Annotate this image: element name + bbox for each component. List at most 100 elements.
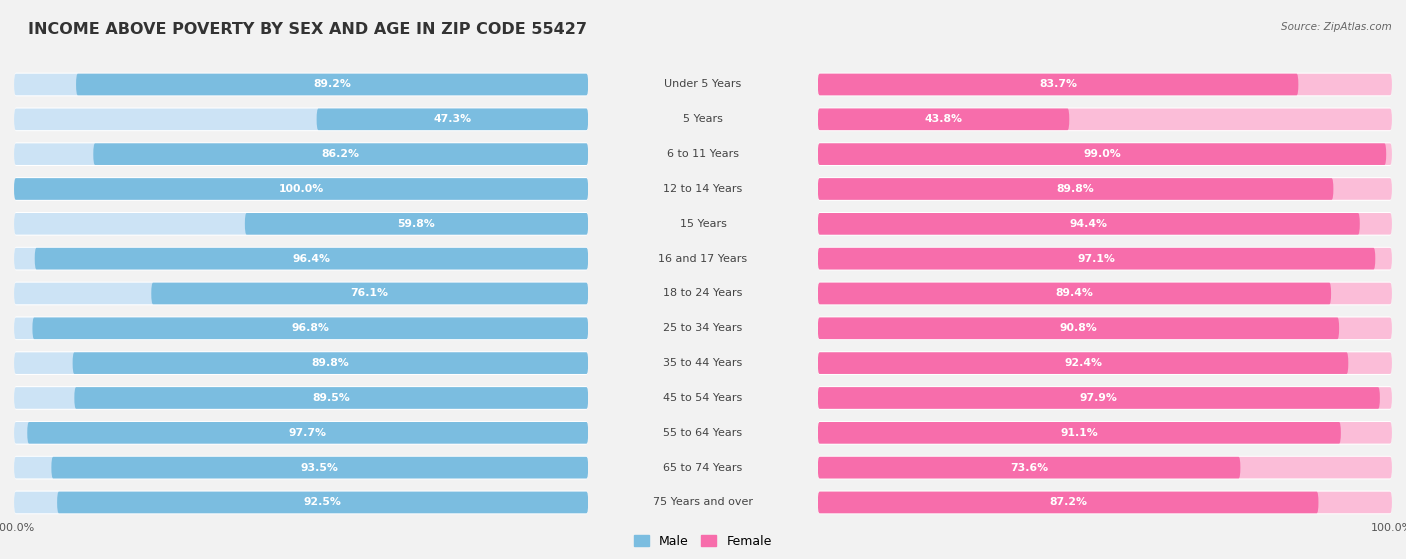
Text: 99.0%: 99.0% [1083,149,1121,159]
FancyBboxPatch shape [14,386,588,410]
FancyBboxPatch shape [14,212,588,236]
FancyBboxPatch shape [818,108,1070,130]
FancyBboxPatch shape [818,318,1392,339]
FancyBboxPatch shape [152,283,588,304]
FancyBboxPatch shape [818,422,1341,444]
Text: 55 to 64 Years: 55 to 64 Years [664,428,742,438]
Text: 45 to 54 Years: 45 to 54 Years [664,393,742,403]
FancyBboxPatch shape [818,318,1339,339]
Text: 90.8%: 90.8% [1060,323,1097,333]
FancyBboxPatch shape [818,143,1392,165]
FancyBboxPatch shape [818,422,1392,444]
Text: 91.1%: 91.1% [1060,428,1098,438]
Text: 15 Years: 15 Years [679,219,727,229]
Text: 94.4%: 94.4% [1070,219,1108,229]
FancyBboxPatch shape [14,74,588,95]
Text: 93.5%: 93.5% [301,463,339,472]
FancyBboxPatch shape [35,248,588,269]
FancyBboxPatch shape [245,213,588,235]
Text: 12 to 14 Years: 12 to 14 Years [664,184,742,194]
FancyBboxPatch shape [818,74,1298,95]
Text: 92.5%: 92.5% [304,498,342,508]
FancyBboxPatch shape [14,247,588,271]
Text: Source: ZipAtlas.com: Source: ZipAtlas.com [1281,22,1392,32]
FancyBboxPatch shape [58,492,588,513]
FancyBboxPatch shape [818,247,1392,271]
Text: INCOME ABOVE POVERTY BY SEX AND AGE IN ZIP CODE 55427: INCOME ABOVE POVERTY BY SEX AND AGE IN Z… [28,22,588,37]
Text: 89.8%: 89.8% [1057,184,1094,194]
FancyBboxPatch shape [27,422,588,444]
Text: 5 Years: 5 Years [683,115,723,124]
FancyBboxPatch shape [14,143,588,166]
Text: 73.6%: 73.6% [1010,463,1047,472]
FancyBboxPatch shape [14,143,588,165]
FancyBboxPatch shape [14,248,588,269]
FancyBboxPatch shape [14,283,588,304]
Text: 75 Years and over: 75 Years and over [652,498,754,508]
Text: Under 5 Years: Under 5 Years [665,79,741,89]
Text: 6 to 11 Years: 6 to 11 Years [666,149,740,159]
FancyBboxPatch shape [818,387,1379,409]
FancyBboxPatch shape [818,282,1392,305]
FancyBboxPatch shape [818,213,1392,235]
FancyBboxPatch shape [818,351,1392,375]
FancyBboxPatch shape [818,352,1392,374]
FancyBboxPatch shape [76,74,588,95]
FancyBboxPatch shape [14,73,588,96]
FancyBboxPatch shape [818,491,1392,514]
FancyBboxPatch shape [818,108,1392,130]
FancyBboxPatch shape [818,421,1392,444]
FancyBboxPatch shape [818,143,1386,165]
FancyBboxPatch shape [14,421,588,444]
Text: 89.4%: 89.4% [1056,288,1094,299]
FancyBboxPatch shape [818,457,1392,479]
FancyBboxPatch shape [14,491,588,514]
FancyBboxPatch shape [818,177,1392,201]
FancyBboxPatch shape [32,318,588,339]
Text: 83.7%: 83.7% [1039,79,1077,89]
FancyBboxPatch shape [93,143,588,165]
FancyBboxPatch shape [52,457,588,479]
FancyBboxPatch shape [14,213,588,235]
Text: 89.2%: 89.2% [314,79,352,89]
FancyBboxPatch shape [14,177,588,201]
Text: 100.0%: 100.0% [278,184,323,194]
FancyBboxPatch shape [818,492,1319,513]
Text: 43.8%: 43.8% [925,115,963,124]
FancyBboxPatch shape [14,456,588,480]
FancyBboxPatch shape [73,352,588,374]
Text: 18 to 24 Years: 18 to 24 Years [664,288,742,299]
FancyBboxPatch shape [14,352,588,374]
Text: 76.1%: 76.1% [350,288,388,299]
FancyBboxPatch shape [818,387,1392,409]
FancyBboxPatch shape [818,73,1392,96]
FancyBboxPatch shape [818,386,1392,410]
FancyBboxPatch shape [818,178,1333,200]
FancyBboxPatch shape [14,107,588,131]
Text: 89.8%: 89.8% [312,358,349,368]
FancyBboxPatch shape [818,107,1392,131]
Text: 59.8%: 59.8% [398,219,436,229]
FancyBboxPatch shape [14,316,588,340]
FancyBboxPatch shape [818,248,1375,269]
FancyBboxPatch shape [14,457,588,479]
FancyBboxPatch shape [14,178,588,200]
FancyBboxPatch shape [818,456,1392,480]
FancyBboxPatch shape [818,213,1360,235]
FancyBboxPatch shape [14,422,588,444]
FancyBboxPatch shape [14,282,588,305]
Text: 89.5%: 89.5% [312,393,350,403]
FancyBboxPatch shape [14,108,588,130]
Text: 25 to 34 Years: 25 to 34 Years [664,323,742,333]
FancyBboxPatch shape [818,74,1392,95]
Text: 87.2%: 87.2% [1049,498,1087,508]
FancyBboxPatch shape [14,318,588,339]
FancyBboxPatch shape [14,492,588,513]
Text: 35 to 44 Years: 35 to 44 Years [664,358,742,368]
Text: 16 and 17 Years: 16 and 17 Years [658,254,748,264]
FancyBboxPatch shape [818,492,1392,513]
FancyBboxPatch shape [818,143,1392,166]
Legend: Male, Female: Male, Female [630,530,776,553]
Text: 86.2%: 86.2% [322,149,360,159]
FancyBboxPatch shape [316,108,588,130]
